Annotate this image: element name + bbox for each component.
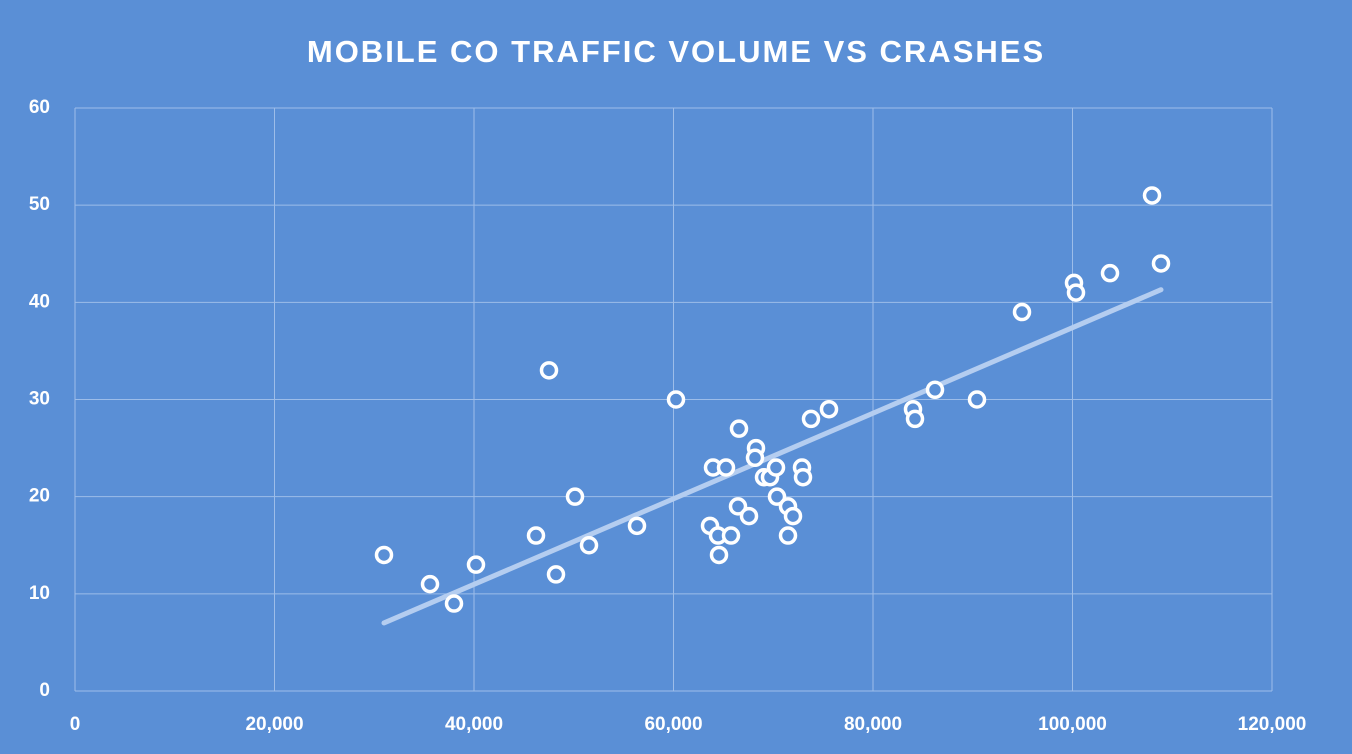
data-point (801, 409, 821, 429)
x-tick-label: 40,000 (445, 714, 503, 735)
data-point (729, 419, 749, 438)
data-point (539, 361, 559, 380)
trendline (381, 287, 1164, 626)
data-point (728, 497, 748, 516)
x-tick-label: 20,000 (245, 714, 303, 735)
x-tick-label: 120,000 (1238, 714, 1307, 735)
x-tick-label: 0 (70, 714, 81, 735)
data-point (526, 526, 546, 545)
y-tick-label: 20 (29, 486, 50, 507)
data-point (767, 487, 787, 506)
y-tick-label: 40 (29, 291, 50, 312)
data-point (666, 390, 686, 409)
data-point (766, 458, 786, 477)
y-tick-label: 50 (29, 194, 50, 215)
data-point (739, 506, 759, 526)
data-point (783, 506, 803, 526)
data-point (793, 467, 813, 487)
data-point (745, 448, 765, 468)
data-point (627, 516, 647, 536)
data-point (1142, 186, 1162, 205)
data-point (925, 380, 945, 400)
x-tick-label: 100,000 (1038, 714, 1107, 735)
data-point (716, 458, 736, 477)
y-tick-label: 30 (29, 389, 50, 410)
data-point (721, 526, 741, 545)
x-tick-label: 60,000 (644, 714, 702, 735)
chart-title: MOBILE CO TRAFFIC VOLUME VS CRASHES (307, 34, 1045, 69)
data-point (466, 555, 486, 574)
data-point (905, 409, 925, 429)
data-point (444, 594, 464, 613)
data-point (420, 574, 440, 594)
data-point (1066, 283, 1086, 302)
data-point (579, 536, 599, 555)
y-tick-label: 0 (39, 680, 50, 701)
x-tick-label: 80,000 (844, 714, 902, 735)
y-tick-label: 60 (29, 97, 50, 118)
data-point (1151, 254, 1171, 273)
data-point (819, 399, 839, 419)
data-point (1012, 302, 1032, 322)
data-point (546, 565, 566, 584)
data-point (565, 487, 585, 506)
data-point (1100, 263, 1120, 283)
data-point (967, 390, 987, 409)
y-tick-label: 10 (29, 583, 50, 604)
data-point (709, 545, 729, 565)
data-point (778, 526, 798, 545)
data-point (374, 545, 394, 565)
